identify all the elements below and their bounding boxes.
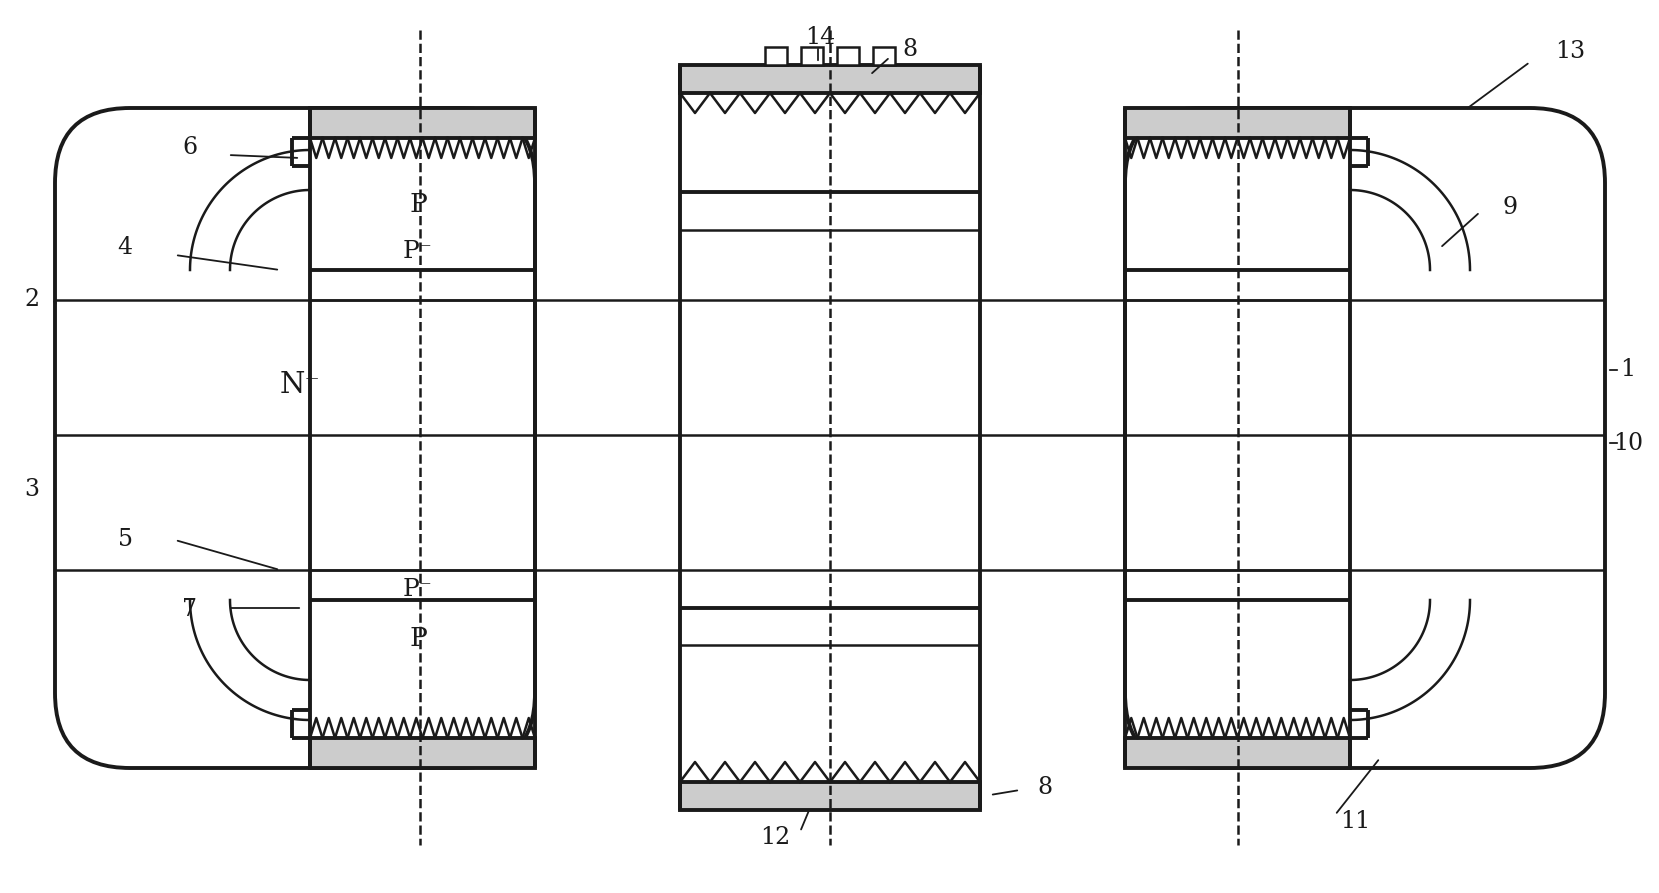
Text: 14: 14 (805, 27, 834, 49)
Text: 1: 1 (1621, 358, 1636, 381)
Bar (680, 782, 980, 810)
Text: P⁻: P⁻ (403, 240, 433, 263)
Text: 6: 6 (182, 137, 197, 160)
Bar (838, 47, 859, 65)
Text: N⁻: N⁻ (280, 371, 320, 399)
Text: P⁻: P⁻ (403, 579, 433, 602)
Text: 13: 13 (1554, 40, 1584, 63)
Text: 8: 8 (902, 38, 917, 62)
Text: 3: 3 (25, 479, 40, 502)
Text: 5: 5 (118, 529, 133, 552)
Text: 10: 10 (1613, 431, 1642, 455)
Bar (680, 65, 980, 93)
Text: P: P (410, 193, 426, 218)
Bar (873, 47, 894, 65)
Bar (310, 738, 534, 768)
Bar (801, 47, 823, 65)
Text: P: P (410, 625, 426, 650)
Text: 4: 4 (118, 237, 133, 260)
Text: 9: 9 (1503, 196, 1518, 220)
Bar (765, 47, 786, 65)
Text: 7: 7 (182, 598, 197, 622)
Text: 12: 12 (760, 827, 790, 849)
Text: 11: 11 (1340, 811, 1370, 833)
Bar (1125, 738, 1350, 768)
Bar (1125, 108, 1350, 138)
Text: 2: 2 (25, 288, 40, 312)
Bar (310, 108, 534, 138)
Text: 8: 8 (1037, 777, 1052, 799)
